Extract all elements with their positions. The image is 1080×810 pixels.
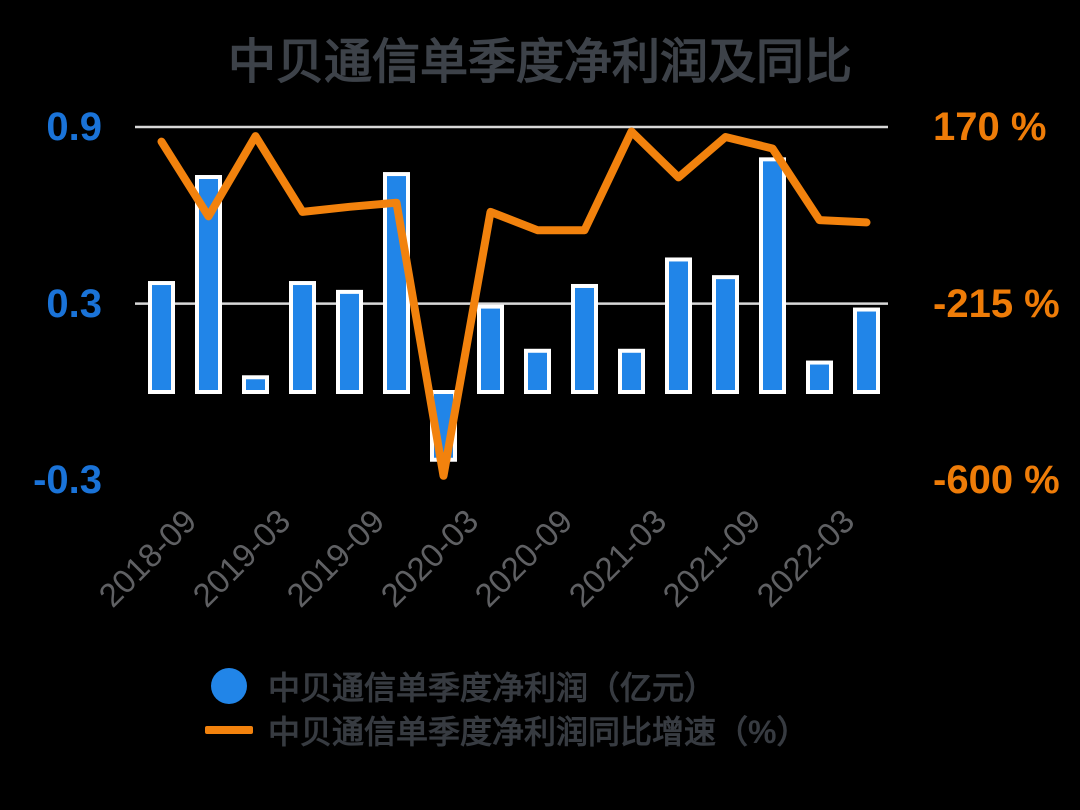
bar-2018-12 <box>195 175 222 394</box>
right-axis-tick--600: -600 % <box>933 458 1060 503</box>
legend-marker-box <box>205 726 253 734</box>
right-axis-tick--215: -215 % <box>933 281 1060 326</box>
left-axis-tick-0.3: 0.3 <box>46 281 102 326</box>
right-axis-tick-170: 170 % <box>933 104 1047 149</box>
bar-2019-03 <box>242 375 269 394</box>
legend-marker-box <box>205 668 253 704</box>
left-axis-tick--0.3: -0.3 <box>33 458 102 503</box>
bar-2021-12 <box>759 157 786 394</box>
bar-2020-09 <box>524 348 551 394</box>
legend-item-yoy-growth: 中贝通信单季度净利润同比增速（%） <box>205 708 808 752</box>
legend-circle-marker <box>211 668 247 704</box>
bar-2020-12 <box>571 283 598 395</box>
bar-2020-06 <box>477 304 504 394</box>
bar-2021-03 <box>618 348 645 394</box>
legend-label-net-profit: 中贝通信单季度净利润（亿元） <box>268 670 717 706</box>
legend: 中贝通信单季度净利润（亿元） 中贝通信单季度净利润同比增速（%） <box>205 664 808 752</box>
bar-2022-06 <box>853 307 880 395</box>
bar-2021-06 <box>665 257 692 394</box>
bar-2021-09 <box>712 275 739 394</box>
legend-item-net-profit: 中贝通信单季度净利润（亿元） <box>205 664 808 708</box>
bar-2022-03 <box>806 360 833 394</box>
bar-2019-09 <box>336 289 363 394</box>
left-axis-tick-0.9: 0.9 <box>46 104 102 149</box>
bar-2018-09 <box>148 281 175 394</box>
yoy-growth-line <box>157 127 871 480</box>
chart-title: 中贝通信单季度净利润及同比 <box>227 36 852 89</box>
legend-line-marker <box>205 726 253 734</box>
legend-label-yoy-growth: 中贝通信单季度净利润同比增速（%） <box>268 714 809 750</box>
bar-2019-06 <box>289 281 316 394</box>
